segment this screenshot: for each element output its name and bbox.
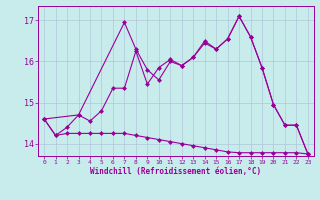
X-axis label: Windchill (Refroidissement éolien,°C): Windchill (Refroidissement éolien,°C) xyxy=(91,167,261,176)
